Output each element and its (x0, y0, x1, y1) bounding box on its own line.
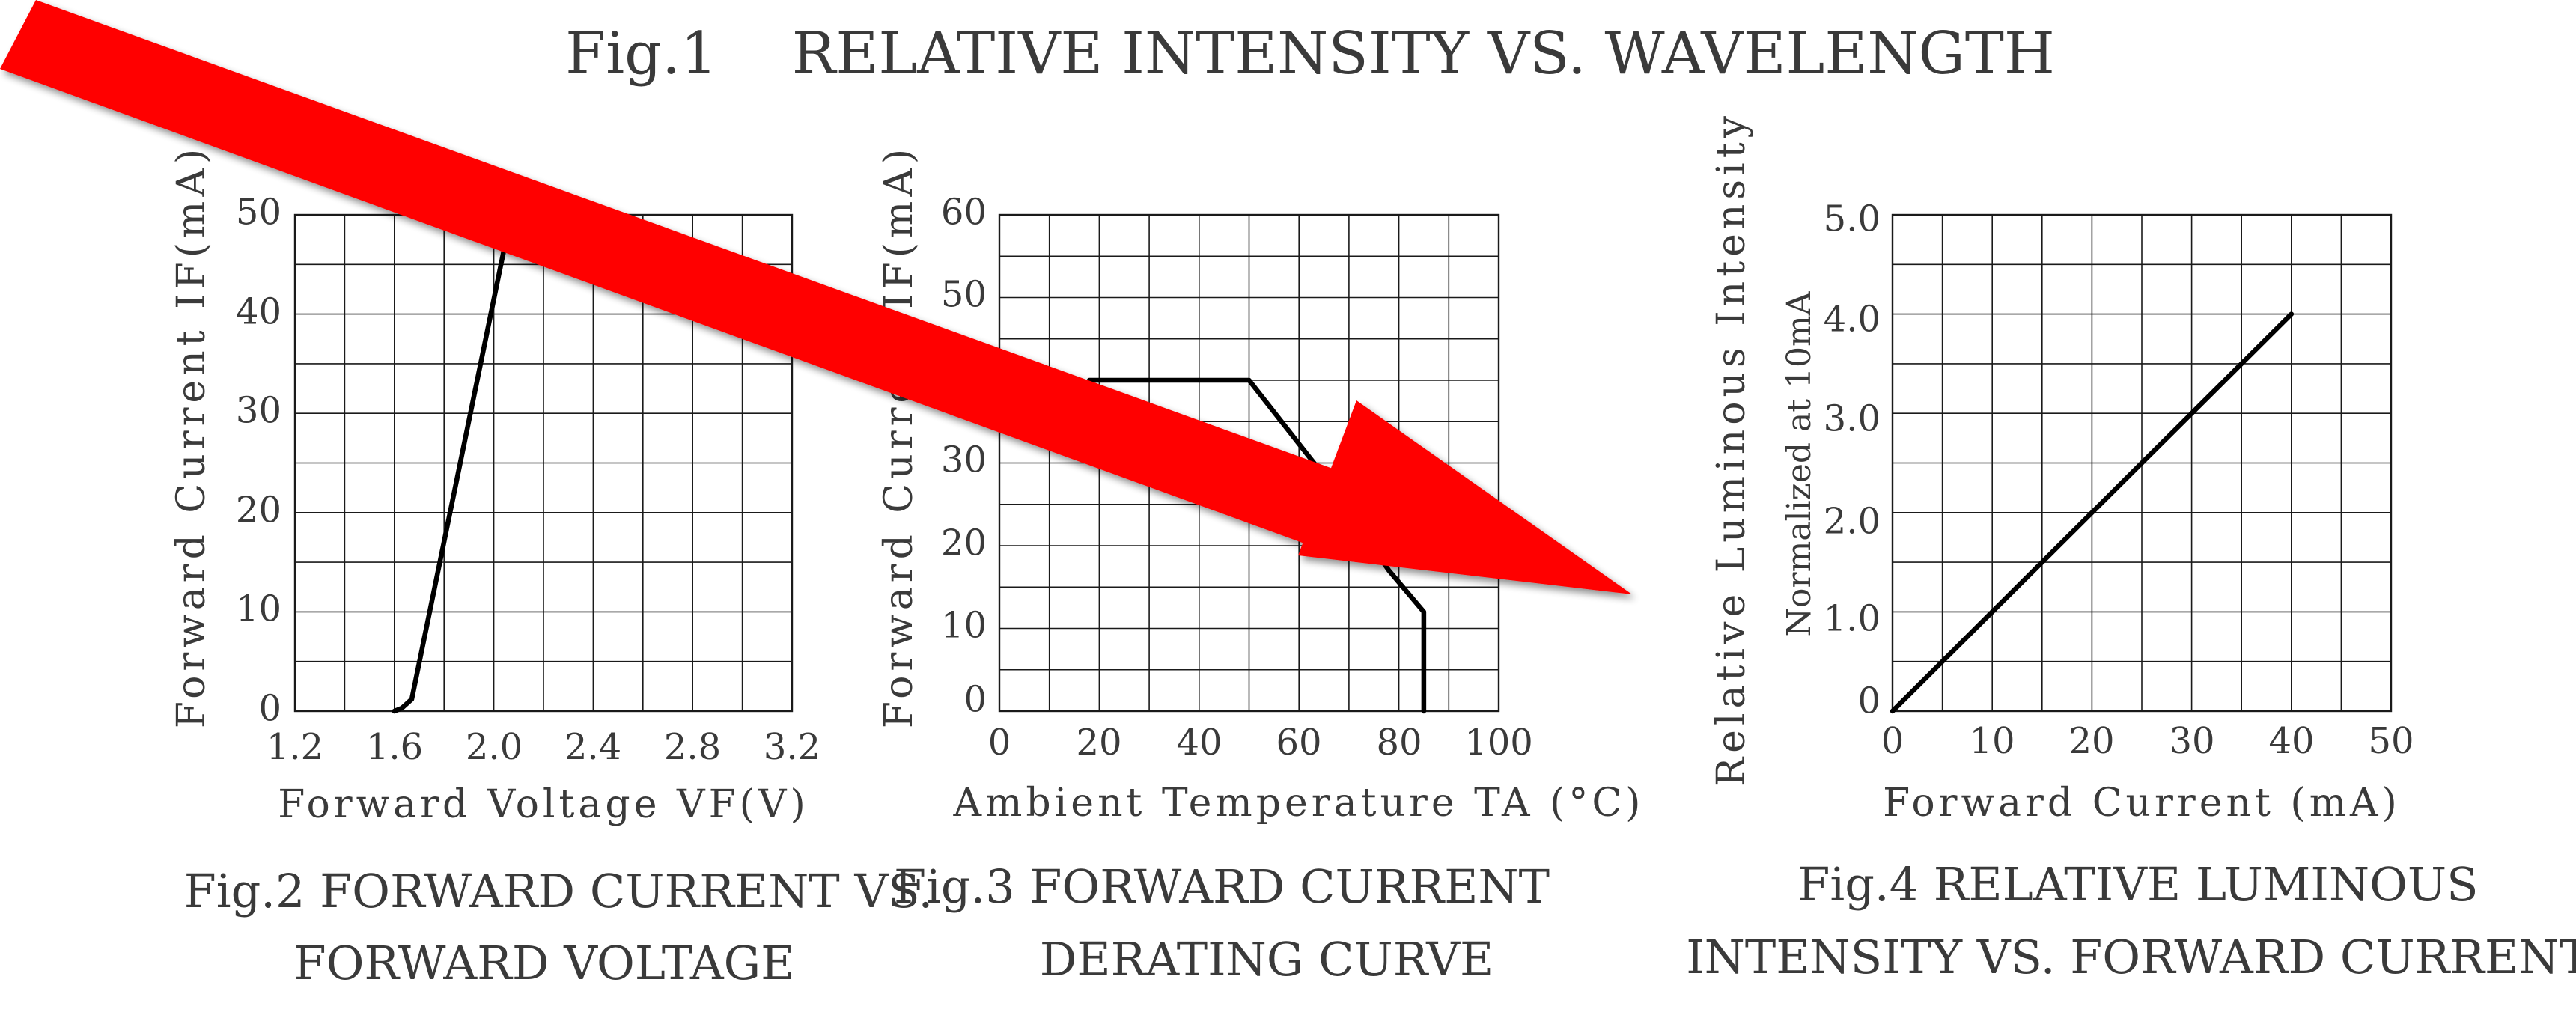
fig2-y-tick: 20 (236, 490, 281, 531)
fig4-y-tick: 0 (1857, 680, 1881, 722)
fig3-x-tick: 40 (1176, 722, 1222, 764)
fig4-relative-intensity-vs-current: 0 1.0 2.0 3.0 4.0 5.0 0 10 20 30 40 50 F… (1686, 112, 2576, 984)
fig4-y-tick: 2.0 (1824, 501, 1881, 543)
fig4-series-line (1890, 311, 2295, 714)
fig3-x-tick: 60 (1276, 722, 1321, 764)
fig4-y-ticks: 0 1.0 2.0 3.0 4.0 5.0 (1824, 198, 1881, 722)
fig2-y-tick: 50 (236, 192, 281, 234)
fig4-x-tick: 30 (2169, 720, 2214, 762)
fig3-y-axis-label: Forward Current IF(mA) (877, 144, 922, 728)
fig3-x-tick: 20 (1076, 722, 1121, 764)
fig4-x-ticks: 0 10 20 30 40 50 (1881, 720, 2414, 762)
fig3-y-ticks: 0 10 20 30 40 50 60 (941, 192, 987, 721)
fig2-y-tick: 0 (258, 688, 281, 730)
fig2-x-tick: 1.2 (267, 726, 323, 768)
fig4-x-tick: 10 (1969, 720, 2015, 762)
fig4-y-axis-sublabel: Normalized at 10mA (1780, 290, 1818, 636)
red-arrow-head (1298, 400, 1632, 594)
fig4-y-axis-label: Relative Luminous Intensity (1709, 112, 1754, 787)
fig2-y-tick: 40 (236, 291, 281, 333)
fig2-x-tick: 3.2 (764, 726, 820, 768)
fig3-y-tick: 20 (941, 522, 987, 564)
fig4-y-tick: 1.0 (1824, 598, 1881, 640)
fig4-x-axis-label: Forward Current (mA) (1883, 781, 2401, 826)
fig2-y-axis-label: Forward Current IF(mA) (169, 144, 214, 728)
fig3-y-tick: 10 (941, 605, 987, 647)
fig4-plot-frame (1891, 213, 2393, 713)
fig3-caption-line1: Fig.3 FORWARD CURRENT (894, 859, 1550, 914)
fig3-x-tick: 0 (988, 722, 1011, 764)
red-arrow-icon (0, 0, 1632, 594)
red-arrow-shape (0, 0, 1386, 562)
fig4-y-tick: 5.0 (1824, 198, 1881, 240)
fig3-y-tick: 50 (941, 274, 987, 316)
fig2-x-axis-label: Forward Voltage VF(V) (278, 782, 809, 827)
fig2-y-ticks: 0 10 20 30 40 50 (236, 192, 281, 730)
fig3-y-tick: 60 (941, 192, 987, 234)
fig3-x-ticks: 0 20 40 60 80 100 (988, 722, 1533, 764)
fig2-x-tick: 2.4 (564, 726, 621, 768)
fig3-y-tick: 30 (941, 439, 987, 481)
fig2-x-tick: 2.0 (466, 726, 523, 768)
fig4-x-tick: 40 (2268, 720, 2314, 762)
fig2-x-ticks: 1.2 1.6 2.0 2.4 2.8 3.2 (267, 726, 820, 768)
fig2-series-line (392, 212, 514, 714)
fig4-y-tick: 4.0 (1824, 299, 1881, 341)
fig4-x-tick: 0 (1881, 720, 1904, 762)
fig2-caption-line2: FORWARD VOLTAGE (294, 936, 795, 990)
fig4-x-tick: 50 (2368, 720, 2414, 762)
fig3-x-tick: 80 (1376, 722, 1422, 764)
fig4-y-tick: 3.0 (1824, 398, 1881, 440)
fig2-caption-line1: Fig.2 FORWARD CURRENT VS. (184, 864, 933, 918)
fig2-forward-current-vs-voltage: 0 10 20 30 40 50 1.2 1.6 2.0 2.4 2.8 3.2… (169, 144, 933, 990)
fig4-x-tick: 20 (2068, 720, 2114, 762)
fig4-caption-line1: Fig.4 RELATIVE LUMINOUS (1797, 857, 2478, 912)
fig2-y-tick: 30 (236, 390, 281, 432)
fig4-caption-line2: INTENSITY VS. FORWARD CURRENT (1686, 930, 2576, 984)
fig3-x-tick: 100 (1464, 722, 1533, 764)
fig3-x-axis-label: Ambient Temperature TA (°C) (953, 781, 1645, 826)
fig3-y-tick: 0 (963, 679, 987, 721)
page-title: Fig.1 RELATIVE INTENSITY VS. WAVELENGTH (565, 20, 2055, 88)
fig2-x-tick: 1.6 (366, 726, 423, 768)
fig2-y-tick: 10 (236, 588, 281, 630)
fig3-caption-line2: DERATING CURVE (1040, 932, 1494, 987)
fig2-x-tick: 2.8 (664, 726, 721, 768)
fig3-plot-frame (998, 213, 1500, 713)
